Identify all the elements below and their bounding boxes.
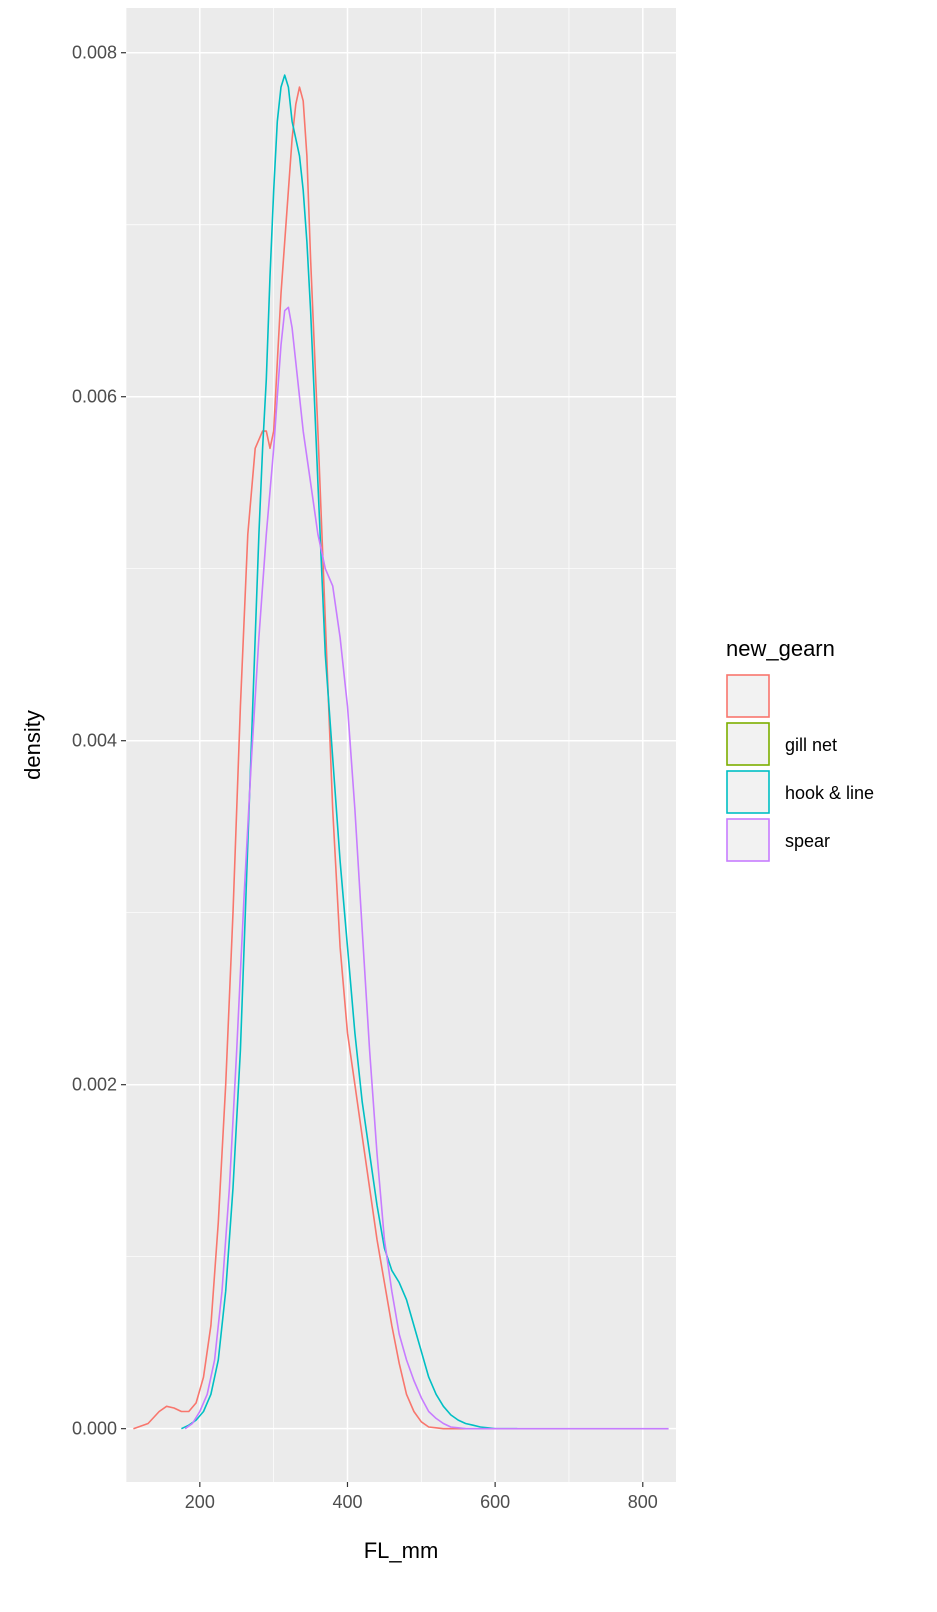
- density-line-0: [133, 86, 466, 1430]
- legend-key: [726, 722, 770, 766]
- series-lines: [133, 74, 669, 1430]
- legend-label: spear: [785, 831, 830, 851]
- legend: new_gearn gill net hook & line spear: [726, 636, 874, 862]
- y-axis-title: density: [20, 710, 45, 780]
- x-tick-label: 400: [332, 1492, 362, 1512]
- x-tick-label: 800: [628, 1492, 658, 1512]
- x-axis-title: FL_mm: [364, 1538, 439, 1563]
- legend-label: gill net: [785, 735, 837, 755]
- y-tick-label: 0.002: [72, 1075, 117, 1095]
- legend-key: [726, 674, 770, 718]
- legend-title: new_gearn: [726, 636, 835, 661]
- legend-key: [726, 770, 770, 814]
- x-axis: 200 400 600 800: [185, 1482, 658, 1512]
- density-line-2: [184, 306, 669, 1430]
- x-tick-label: 200: [185, 1492, 215, 1512]
- y-tick-label: 0.008: [72, 43, 117, 63]
- x-tick-label: 600: [480, 1492, 510, 1512]
- y-tick-label: 0.000: [72, 1419, 117, 1439]
- density-line-1: [181, 74, 518, 1430]
- legend-key: [726, 818, 770, 862]
- legend-label: hook & line: [785, 783, 874, 803]
- plot-panel: [126, 8, 676, 1482]
- y-tick-label: 0.006: [72, 387, 117, 407]
- y-tick-label: 0.004: [72, 731, 117, 751]
- y-axis: 0.000 0.002 0.004 0.006 0.008: [72, 43, 126, 1439]
